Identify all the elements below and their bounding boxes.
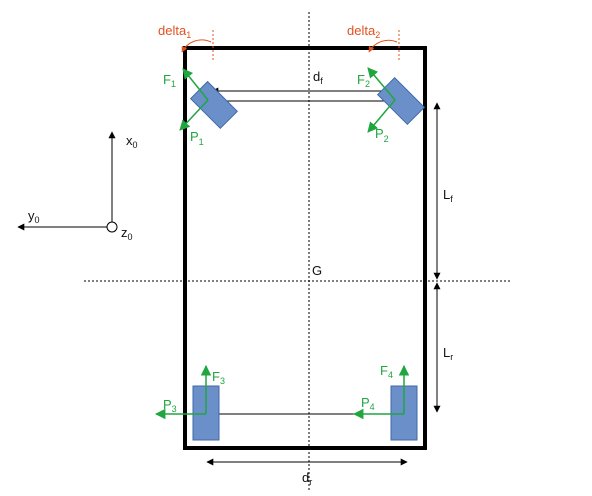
- lr-label: Lr: [443, 345, 453, 362]
- p1-label: P1: [190, 129, 204, 147]
- f3-label: F3: [212, 369, 225, 386]
- lf-label: Lf: [443, 187, 453, 204]
- f4-label: F4: [380, 363, 393, 380]
- front-right-wheel: [376, 76, 426, 126]
- g-label: G: [312, 263, 322, 278]
- front-left-wheel: [189, 80, 238, 129]
- vehicle-body: [183, 46, 427, 450]
- z0-axis-origin: [106, 221, 118, 233]
- delta2-label: delta2: [347, 23, 380, 40]
- delta2-angle-arc: [368, 39, 398, 53]
- f2-force-arrow: [367, 67, 396, 101]
- p3-label: P3: [163, 397, 177, 414]
- dr-label: dr: [302, 470, 312, 487]
- p1-force-arrow: [179, 99, 209, 131]
- f1-label: F1: [163, 72, 176, 89]
- df-label: df: [313, 69, 323, 86]
- p2-label: P2: [375, 126, 389, 144]
- y0-label: y0: [28, 208, 40, 225]
- f2-label: F2: [357, 72, 370, 89]
- p2-force-arrow: [367, 99, 396, 133]
- x0-label: x0: [126, 133, 138, 150]
- delta1-label: delta1: [158, 23, 191, 40]
- p4-label: P4: [361, 395, 375, 412]
- f1-force-arrow: [182, 68, 209, 101]
- z0-label: z0: [121, 225, 133, 242]
- delta1-angle-arc: [181, 39, 212, 53]
